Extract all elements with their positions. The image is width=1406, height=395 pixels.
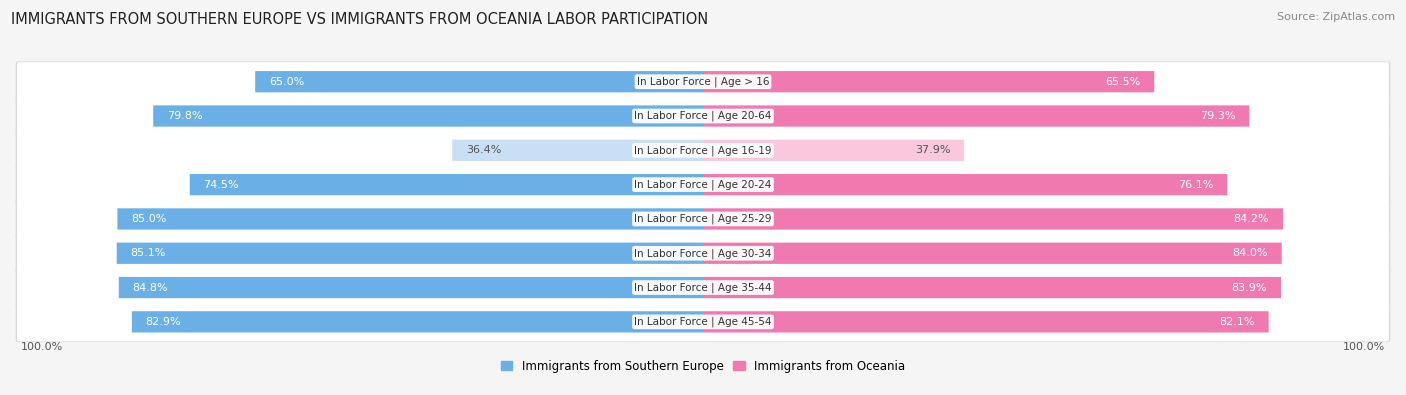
Text: 85.0%: 85.0% <box>131 214 166 224</box>
Text: In Labor Force | Age 30-34: In Labor Force | Age 30-34 <box>634 248 772 258</box>
Text: 100.0%: 100.0% <box>1343 342 1385 352</box>
Text: 85.1%: 85.1% <box>131 248 166 258</box>
Text: 83.9%: 83.9% <box>1232 282 1267 293</box>
FancyBboxPatch shape <box>17 165 1389 204</box>
FancyBboxPatch shape <box>132 311 703 333</box>
FancyBboxPatch shape <box>17 268 1389 307</box>
Text: In Labor Force | Age 35-44: In Labor Force | Age 35-44 <box>634 282 772 293</box>
FancyBboxPatch shape <box>703 105 1250 127</box>
FancyBboxPatch shape <box>117 208 703 229</box>
Text: 76.1%: 76.1% <box>1178 180 1213 190</box>
Text: 84.8%: 84.8% <box>132 282 169 293</box>
Text: 82.1%: 82.1% <box>1219 317 1254 327</box>
FancyBboxPatch shape <box>703 277 1281 298</box>
FancyBboxPatch shape <box>15 233 1391 273</box>
FancyBboxPatch shape <box>703 174 1227 195</box>
FancyBboxPatch shape <box>703 243 1282 264</box>
Text: In Labor Force | Age 20-64: In Labor Force | Age 20-64 <box>634 111 772 121</box>
FancyBboxPatch shape <box>17 199 1389 239</box>
Text: 36.4%: 36.4% <box>465 145 502 155</box>
FancyBboxPatch shape <box>153 105 703 127</box>
Text: In Labor Force | Age 20-24: In Labor Force | Age 20-24 <box>634 179 772 190</box>
FancyBboxPatch shape <box>117 243 703 264</box>
FancyBboxPatch shape <box>15 302 1391 342</box>
Text: 79.8%: 79.8% <box>167 111 202 121</box>
FancyBboxPatch shape <box>17 96 1389 135</box>
Legend: Immigrants from Southern Europe, Immigrants from Oceania: Immigrants from Southern Europe, Immigra… <box>496 355 910 378</box>
FancyBboxPatch shape <box>15 96 1391 136</box>
Text: 100.0%: 100.0% <box>21 342 63 352</box>
Text: In Labor Force | Age > 16: In Labor Force | Age > 16 <box>637 77 769 87</box>
FancyBboxPatch shape <box>254 71 703 92</box>
FancyBboxPatch shape <box>15 130 1391 171</box>
Text: 65.0%: 65.0% <box>269 77 304 87</box>
Text: In Labor Force | Age 25-29: In Labor Force | Age 25-29 <box>634 214 772 224</box>
FancyBboxPatch shape <box>703 208 1284 229</box>
Text: 74.5%: 74.5% <box>204 180 239 190</box>
FancyBboxPatch shape <box>703 71 1154 92</box>
Text: IMMIGRANTS FROM SOUTHERN EUROPE VS IMMIGRANTS FROM OCEANIA LABOR PARTICIPATION: IMMIGRANTS FROM SOUTHERN EUROPE VS IMMIG… <box>11 12 709 27</box>
FancyBboxPatch shape <box>118 277 703 298</box>
Text: 65.5%: 65.5% <box>1105 77 1140 87</box>
FancyBboxPatch shape <box>703 140 965 161</box>
Text: In Labor Force | Age 16-19: In Labor Force | Age 16-19 <box>634 145 772 156</box>
Text: 82.9%: 82.9% <box>146 317 181 327</box>
FancyBboxPatch shape <box>17 234 1389 273</box>
FancyBboxPatch shape <box>15 62 1391 102</box>
FancyBboxPatch shape <box>17 131 1389 170</box>
Text: Source: ZipAtlas.com: Source: ZipAtlas.com <box>1277 12 1395 22</box>
FancyBboxPatch shape <box>453 140 703 161</box>
FancyBboxPatch shape <box>17 62 1389 101</box>
Text: 37.9%: 37.9% <box>915 145 950 155</box>
Text: 84.2%: 84.2% <box>1233 214 1270 224</box>
FancyBboxPatch shape <box>15 164 1391 205</box>
FancyBboxPatch shape <box>703 311 1268 333</box>
Text: In Labor Force | Age 45-54: In Labor Force | Age 45-54 <box>634 317 772 327</box>
Text: 84.0%: 84.0% <box>1233 248 1268 258</box>
FancyBboxPatch shape <box>15 267 1391 308</box>
FancyBboxPatch shape <box>15 199 1391 239</box>
Text: 79.3%: 79.3% <box>1201 111 1236 121</box>
FancyBboxPatch shape <box>190 174 703 195</box>
FancyBboxPatch shape <box>17 302 1389 341</box>
